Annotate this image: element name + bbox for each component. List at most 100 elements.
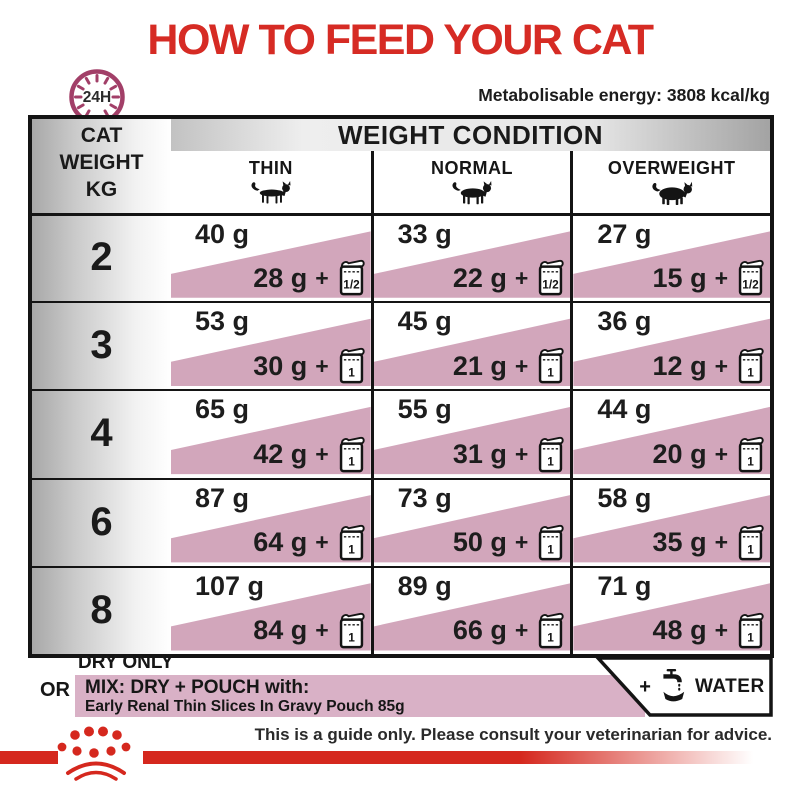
disclaimer-text: This is a guide only. Please consult you… [254,725,772,744]
row-divider [32,478,171,480]
dry-amount: 27 g [597,219,652,249]
royal-canin-crown-icon [57,726,131,781]
pouch-icon: 1/2 [738,260,764,296]
svg-text:1: 1 [348,630,355,644]
mix-row: 20 g + 1 [653,436,765,474]
row-divider [32,566,171,568]
svg-text:1: 1 [747,454,754,468]
pouch-icon: 1/2 [339,260,365,296]
water-label: WATER [694,676,765,697]
feeding-cell: 73 g 50 g + 1 [370,477,571,566]
feeding-cell: 65 g 42 g + 1 [171,389,371,478]
svg-text:1/2: 1/2 [343,278,360,292]
plus-sign: + [714,529,728,556]
feeding-cell: 45 g 21 g + 1 [370,301,571,390]
cat-weight-kg-header: CAT WEIGHT KG [32,122,171,203]
water-row: + WATER [632,662,772,712]
overweight-label: OVERWEIGHT [607,158,736,178]
pouch-icon: 1 [339,348,365,384]
svg-text:1: 1 [548,542,555,556]
svg-text:1: 1 [348,366,355,380]
pouch-icon: 1 [539,612,564,649]
brand-bar [143,751,772,764]
mix-amount: 42 g [253,439,308,470]
cat-weight-value: 3 [90,322,113,367]
feeding-table: WEIGHT CONDITION CAT WEIGHT KG 2 3 4 6 8… [28,115,774,658]
svg-text:1: 1 [348,542,355,556]
column-header-thin: THIN [171,151,371,213]
mix-row: 42 g + 1 [253,436,365,474]
pouch-icon: 1 [539,524,564,561]
plus-sign: + [514,529,529,556]
dry-amount: 36 g [597,306,652,337]
mix-row: 35 g + 1 [653,524,765,562]
cat-weight-value: 2 [90,234,113,279]
mix-row: 15 g + 1/2 [653,259,765,297]
column-header-normal: NORMAL [370,151,571,213]
overweight-cat-icon [652,181,692,205]
pouch-icon: 1 [539,436,564,472]
cat-weight-line1: CAT [80,124,123,147]
pouch-icon: 1 [738,348,764,384]
mix-amount: 31 g [452,439,507,470]
dry-amount: 45 g [397,306,452,337]
plus-sign: + [714,441,728,468]
mix-amount: 30 g [253,350,308,381]
weight-column-background [32,119,171,654]
mix-row: 50 g + 1 [453,524,565,562]
mix-amount: 28 g [253,262,308,293]
mix-row: 66 g + 1 [453,612,565,650]
dry-amount: 65 g [195,394,250,425]
page-title: HOW TO FEED YOUR CAT [147,16,654,64]
mix-row: 28 g + 1/2 [253,259,365,297]
svg-text:1/2: 1/2 [543,278,560,292]
feeding-cell: 40 g 28 g + 1/2 [171,213,371,302]
24h-clock-icon: 24H [69,69,125,125]
mix-amount: 84 g [253,615,308,646]
plus-sign: + [514,352,529,379]
plus-sign: + [639,675,651,698]
mix-row: 21 g + 1 [453,347,565,385]
pouch-icon: 1 [339,524,365,561]
dry-amount: 33 g [397,219,452,249]
thin-label: THIN [248,158,293,178]
pouch-icon: 1/2 [539,260,564,296]
row-divider [32,389,171,391]
feeding-cell: 89 g 66 g + 1 [370,565,571,654]
mix-row: 31 g + 1 [453,436,565,474]
normal-label: NORMAL [430,158,513,178]
mix-row: 84 g + 1 [253,612,365,650]
row-divider [32,213,171,216]
feeding-cell: 107 g 84 g + 1 [171,565,371,654]
mix-row: 64 g + 1 [253,524,365,562]
plus-sign: + [714,617,728,644]
plus-sign: + [514,617,529,644]
thin-cat-icon [251,181,291,204]
mix-amount: 50 g [452,527,507,558]
mix-row: 30 g + 1 [253,347,365,385]
dry-amount: 55 g [397,394,452,425]
plus-sign: + [714,264,728,291]
pouch-icon: 1 [738,612,764,649]
mix-amount: 64 g [253,527,308,558]
mix-amount: 22 g [452,262,507,293]
mix-amount: 20 g [652,439,707,470]
feeding-cell: 36 g 12 g + 1 [570,301,770,390]
svg-text:1: 1 [348,454,355,468]
dry-only-label: DRY ONLY [78,652,174,673]
svg-text:1: 1 [747,542,754,556]
dry-amount: 58 g [597,482,652,513]
cat-weight-line2: WEIGHT [59,151,144,174]
pouch-icon: 1 [738,524,764,561]
row-divider [32,301,171,303]
feeding-cell: 58 g 35 g + 1 [570,477,770,566]
pouch-icon: 1 [339,612,365,649]
or-label: OR [40,679,70,701]
mix-amount: 48 g [652,615,707,646]
plus-sign: + [315,264,329,291]
mix-amount: 21 g [452,350,507,381]
mix-row: 48 g + 1 [653,612,765,650]
dry-amount: 73 g [397,482,452,513]
svg-text:1: 1 [548,454,555,468]
